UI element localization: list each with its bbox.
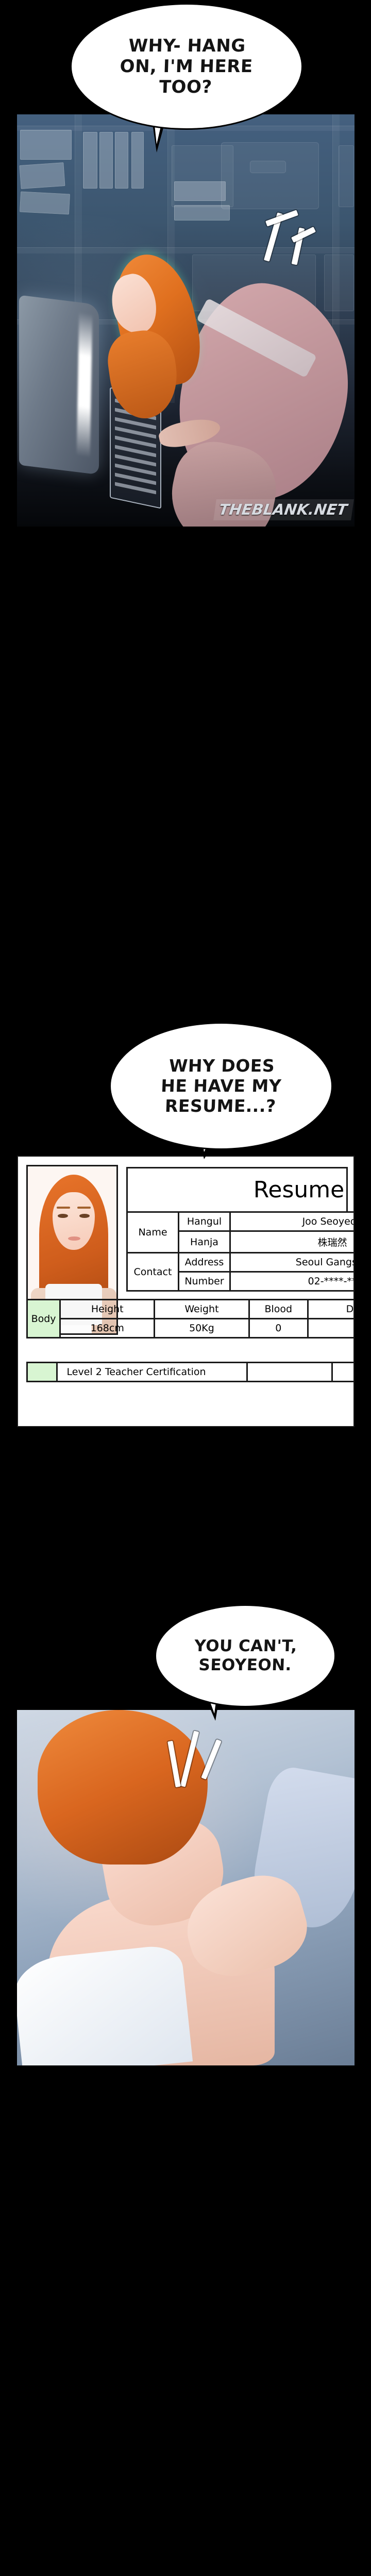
hanja-value: 株瑞然 [229, 1230, 353, 1253]
resume-document-title: Resume [126, 1167, 348, 1211]
table-row: Name Hangul Joo Seoyeon [126, 1211, 353, 1253]
resume-identity-table: Name Hangul Joo Seoyeon Hanja 株瑞然 Contac… [126, 1211, 353, 1292]
number-value: 02-****-** [229, 1271, 353, 1292]
binder [83, 132, 97, 189]
table-row: Contact Address Seoul Gangseo [126, 1252, 353, 1292]
motion-line [201, 1739, 222, 1780]
paper-stack [174, 181, 226, 201]
panel-2-resume-document: Resume Name Hangul Joo Seoyeon Hanja 株瑞然… [17, 1156, 355, 1427]
paper-stack [174, 205, 230, 221]
hangul-value: Joo Seoyeon [229, 1211, 353, 1232]
binder [131, 132, 144, 189]
height-value: 168cm [59, 1318, 156, 1338]
portrait-eye [79, 1214, 90, 1218]
resume-body-table: Body Height Weight Blood Disabilities 16… [26, 1299, 353, 1338]
disabilities-value: None [307, 1318, 353, 1338]
character-clothing [17, 1943, 193, 2065]
weight-header: Weight [154, 1299, 250, 1319]
table-row: Level 2 Teacher Certification [26, 1362, 353, 1382]
contact-group-label: Contact [126, 1252, 179, 1292]
height-header: Height [59, 1299, 156, 1319]
name-group-label: Name [126, 1211, 179, 1253]
certification-empty-cell [331, 1362, 353, 1382]
blood-header: Blood [248, 1299, 309, 1319]
paper-stack [20, 130, 72, 160]
site-watermark: THEBLANK.NET [213, 499, 354, 520]
motion-line [265, 210, 298, 227]
number-label: Number [178, 1271, 231, 1292]
speech-bubble-1: WHY- HANG ON, I'M HERE TOO? [70, 3, 303, 130]
gutter [0, 527, 371, 1043]
hangul-label: Hangul [178, 1211, 231, 1232]
portrait-mouth [68, 1236, 80, 1241]
character-hair [38, 1710, 208, 1865]
storage-box [324, 255, 354, 311]
certification-value: Level 2 Teacher Certification [56, 1362, 248, 1382]
certification-group-label [26, 1362, 58, 1382]
binder [99, 132, 113, 189]
monitor-screen-glow [76, 311, 93, 459]
address-value: Seoul Gangseo [229, 1252, 353, 1273]
disabilities-header: Disabilities [307, 1299, 353, 1319]
panel-1-dark-office: THEBLANK.NET [17, 114, 355, 527]
portrait-eyebrow [77, 1207, 91, 1209]
paper-stack [20, 191, 70, 215]
address-label: Address [178, 1252, 231, 1273]
storage-box [221, 142, 319, 209]
gutter [0, 2065, 371, 2576]
shelf-rail [17, 247, 355, 253]
table-row: Body Height Weight Blood Disabilities [26, 1299, 353, 1338]
storage-box [172, 145, 233, 207]
binder [115, 132, 128, 189]
portrait-eye [58, 1214, 68, 1218]
blood-value: 0 [248, 1318, 309, 1338]
certification-empty-cell [246, 1362, 333, 1382]
table-row: Hanja 株瑞然 [127, 1230, 353, 1253]
resume-title-text: Resume [253, 1177, 345, 1203]
table-row: Number 02-****-** [127, 1271, 353, 1292]
speech-bubble-1-text: WHY- HANG ON, I'M HERE TOO? [120, 35, 254, 98]
hanja-label: Hanja [178, 1230, 231, 1253]
table-row: 168cm 50Kg 0 None [27, 1318, 353, 1338]
resume-certification-table: Level 2 Teacher Certification [26, 1362, 353, 1382]
speech-bubble-3-text: YOU CAN'T, SEOYEON. [194, 1637, 297, 1674]
speech-bubble-3: YOU CAN'T, SEOYEON. [155, 1604, 336, 1707]
speech-bubble-2: WHY DOES HE HAVE MY RESUME...? [109, 1022, 333, 1150]
box-handle [250, 161, 286, 173]
weight-value: 50Kg [154, 1318, 250, 1338]
panel-3-closeup [17, 1710, 355, 2065]
storage-box [339, 145, 354, 207]
paper-stack [19, 162, 65, 189]
body-group-label: Body [26, 1299, 61, 1338]
portrait-eyebrow [57, 1207, 70, 1209]
speech-bubble-2-text: WHY DOES HE HAVE MY RESUME...? [160, 1055, 282, 1116]
